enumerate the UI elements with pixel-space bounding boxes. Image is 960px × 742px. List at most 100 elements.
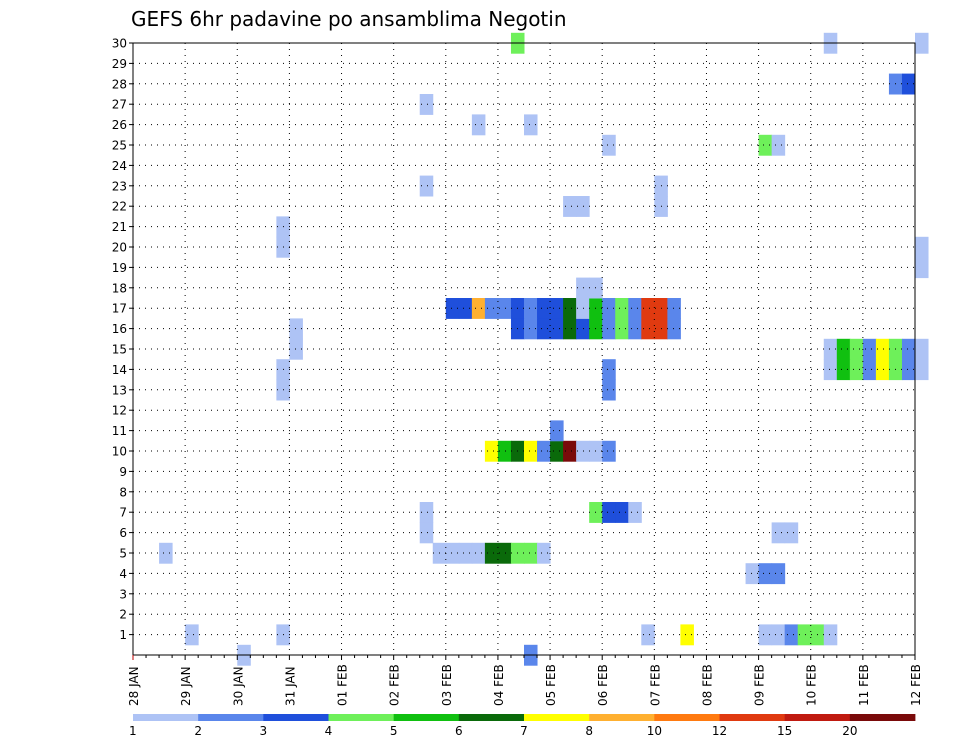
- legend-label: 1: [129, 724, 137, 738]
- x-tick-label: 31 JAN: [283, 666, 297, 706]
- ensemble-cell: [289, 338, 303, 360]
- y-tick-label: 28: [112, 77, 127, 91]
- ensemble-cell: [615, 502, 629, 523]
- ensemble-cell: [445, 542, 460, 564]
- x-tick-label: 12 FEB: [909, 664, 923, 706]
- y-tick-label: 24: [112, 159, 127, 173]
- ensemble-cell: [784, 522, 799, 544]
- legend-label: 10: [647, 724, 662, 738]
- legend-label: 8: [585, 724, 593, 738]
- ensemble-cell: [563, 196, 577, 217]
- y-tick-label: 12: [112, 404, 127, 418]
- chart-title: GEFS 6hr padavine po ansamblima Negotin: [131, 7, 567, 31]
- x-tick-label: 29 JAN: [179, 666, 193, 706]
- ensemble-cell: [836, 359, 851, 381]
- ensemble-cell: [550, 318, 564, 340]
- ensemble-cell: [628, 298, 642, 319]
- legend-label: 4: [325, 724, 333, 738]
- legend-swatch: [458, 714, 525, 721]
- ensemble-cell: [563, 298, 577, 319]
- ensemble-cell: [497, 298, 512, 319]
- ensemble-cell: [901, 338, 916, 360]
- x-tick-label: 30 JAN: [231, 666, 245, 706]
- ensemble-cell: [849, 338, 864, 360]
- ensemble-cell: [537, 298, 551, 319]
- ensemble-cell: [497, 440, 512, 462]
- x-tick-label: 03 FEB: [440, 664, 454, 706]
- ensemble-cell: [471, 114, 486, 136]
- ensemble-cell: [628, 502, 642, 523]
- legend-swatch: [263, 714, 329, 721]
- ensemble-cell: [524, 298, 538, 319]
- x-tick-label: 08 FEB: [700, 664, 714, 706]
- ensemble-cell: [836, 338, 851, 360]
- ensemble-cell: [915, 236, 929, 258]
- y-tick-label: 17: [112, 302, 127, 316]
- y-tick-label: 7: [119, 506, 127, 520]
- x-tick-label: 04 FEB: [492, 664, 506, 706]
- x-tick-label: 02 FEB: [388, 664, 402, 706]
- ensemble-cell: [602, 134, 616, 156]
- legend-label: 3: [260, 724, 268, 738]
- ensemble-cell: [576, 318, 590, 340]
- ensemble-cell: [641, 318, 655, 340]
- ensemble-cell: [915, 32, 929, 54]
- ensemble-cell: [771, 624, 786, 646]
- ensemble-cell: [563, 318, 577, 340]
- ensemble-cell: [445, 298, 460, 319]
- ensemble-cell: [185, 624, 199, 646]
- x-tick-label: 05 FEB: [544, 664, 558, 706]
- ensemble-cell: [471, 542, 486, 564]
- ensemble-cell: [823, 624, 838, 646]
- ensemble-cell: [484, 542, 499, 564]
- ensemble-cell: [524, 114, 538, 136]
- ensemble-cell: [758, 563, 773, 585]
- ensemble-cell: [537, 440, 551, 462]
- legend-swatch: [393, 714, 460, 721]
- y-tick-label: 1: [119, 628, 127, 642]
- ensemble-cell: [615, 298, 629, 319]
- y-tick-label: 10: [112, 445, 127, 459]
- ensemble-cell: [758, 624, 773, 646]
- y-tick-label: 19: [112, 261, 127, 275]
- ensemble-cell: [784, 624, 799, 646]
- ensemble-cell: [823, 338, 838, 360]
- ensemble-cell: [524, 542, 538, 564]
- ensemble-cell: [875, 359, 890, 381]
- legend-swatch: [589, 714, 655, 721]
- ensemble-cell: [524, 318, 538, 340]
- ensemble-cell: [915, 257, 929, 279]
- ensemble-cell: [680, 624, 694, 646]
- ensemble-cell: [471, 298, 486, 319]
- ensemble-cell: [641, 624, 655, 646]
- legend-label: 2: [194, 724, 202, 738]
- ensemble-cell: [419, 522, 434, 544]
- y-tick-label: 15: [112, 343, 127, 357]
- y-tick-label: 29: [112, 57, 127, 71]
- ensemble-cell: [524, 440, 538, 462]
- ensemble-cell: [289, 318, 303, 340]
- ensemble-cell: [771, 134, 786, 156]
- ensemble-cell: [849, 359, 864, 381]
- ensemble-cell: [641, 298, 655, 319]
- y-tick-label: 20: [112, 241, 127, 255]
- ensemble-cell: [497, 542, 512, 564]
- y-tick-label: 27: [112, 98, 127, 112]
- y-tick-label: 22: [112, 200, 127, 214]
- y-tick-label: 21: [112, 220, 127, 234]
- y-tick-label: 13: [112, 383, 127, 397]
- legend-label: 6: [455, 724, 463, 738]
- ensemble-cell: [563, 440, 577, 462]
- y-tick-label: 11: [112, 424, 127, 438]
- color-legend: 1 2 3 4 5 6 7 8 10 12 15 20: [129, 714, 916, 738]
- ensemble-cell: [615, 318, 629, 340]
- legend-swatch: [524, 714, 590, 721]
- legend-swatch: [719, 714, 786, 721]
- ensemble-cell: [484, 440, 499, 462]
- ensemble-cell: [875, 338, 890, 360]
- legend-swatch: [198, 714, 264, 721]
- x-tick-label: 28 JAN: [127, 666, 141, 706]
- ensemble-cell: [576, 277, 590, 299]
- y-tick-label: 25: [112, 139, 127, 153]
